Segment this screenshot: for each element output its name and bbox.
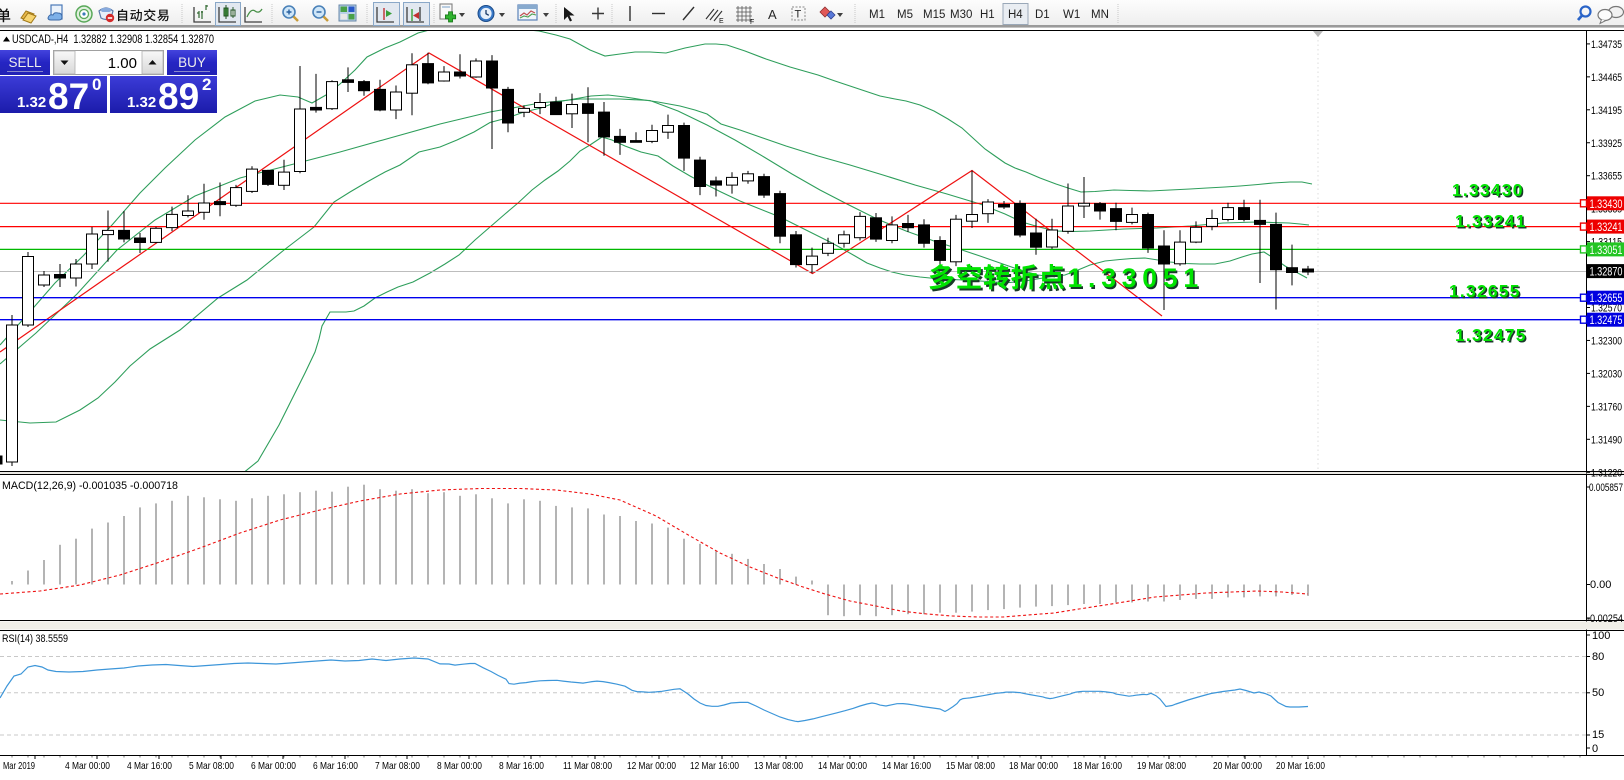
svg-text:1.32655: 1.32655 bbox=[1590, 293, 1623, 305]
svg-text:1.31760: 1.31760 bbox=[1591, 401, 1622, 413]
svg-text:1.32300: 1.32300 bbox=[1591, 335, 1622, 347]
svg-text:Mar 2019: Mar 2019 bbox=[3, 760, 35, 772]
svg-text:1.33051: 1.33051 bbox=[1590, 245, 1623, 257]
svg-text:1.32570: 1.32570 bbox=[1591, 303, 1622, 315]
svg-text:1.33241: 1.33241 bbox=[1457, 213, 1529, 233]
svg-text:7 Mar 08:00: 7 Mar 08:00 bbox=[375, 760, 420, 772]
svg-text:12 Mar 16:00: 12 Mar 16:00 bbox=[690, 760, 739, 772]
svg-text:6 Mar 00:00: 6 Mar 00:00 bbox=[251, 760, 296, 772]
svg-text:20 Mar 00:00: 20 Mar 00:00 bbox=[1213, 760, 1262, 772]
svg-text:1.33241: 1.33241 bbox=[1455, 211, 1527, 231]
svg-text:H4: H4 bbox=[1008, 9, 1023, 21]
svg-text:13 Mar 08:00: 13 Mar 08:00 bbox=[754, 760, 803, 772]
svg-text:8 Mar 16:00: 8 Mar 16:00 bbox=[499, 760, 544, 772]
svg-text:14 Mar 16:00: 14 Mar 16:00 bbox=[882, 760, 931, 772]
svg-text:M1: M1 bbox=[869, 9, 885, 21]
svg-text:F: F bbox=[750, 19, 754, 26]
svg-text:M30: M30 bbox=[950, 9, 972, 21]
svg-text:18 Mar 00:00: 18 Mar 00:00 bbox=[1009, 760, 1058, 772]
svg-text:0: 0 bbox=[92, 75, 101, 94]
svg-text:1.32: 1.32 bbox=[127, 94, 156, 111]
svg-text:1.32475: 1.32475 bbox=[1455, 325, 1527, 345]
svg-text:1.33241: 1.33241 bbox=[1590, 222, 1623, 234]
svg-text:80: 80 bbox=[1592, 651, 1604, 663]
svg-text:1.32030: 1.32030 bbox=[1591, 368, 1622, 380]
svg-text:T: T bbox=[795, 9, 802, 21]
svg-text:M5: M5 bbox=[897, 9, 913, 21]
svg-text:1.33051: 1.33051 bbox=[1068, 263, 1204, 293]
svg-text:1.31490: 1.31490 bbox=[1591, 434, 1622, 446]
svg-text:1.32655: 1.32655 bbox=[1451, 283, 1523, 303]
svg-text:SELL: SELL bbox=[8, 55, 42, 70]
svg-text:1.34465: 1.34465 bbox=[1591, 72, 1622, 84]
svg-text:1.33430: 1.33430 bbox=[1590, 199, 1623, 211]
svg-text:1.33430: 1.33430 bbox=[1452, 180, 1524, 200]
svg-text:0.00: 0.00 bbox=[1590, 579, 1611, 591]
svg-text:5 Mar 08:00: 5 Mar 08:00 bbox=[189, 760, 234, 772]
svg-text:6 Mar 16:00: 6 Mar 16:00 bbox=[313, 760, 358, 772]
svg-text:14 Mar 00:00: 14 Mar 00:00 bbox=[818, 760, 867, 772]
svg-text:1.32655: 1.32655 bbox=[1449, 281, 1521, 301]
svg-text:1.31220: 1.31220 bbox=[1591, 467, 1622, 479]
svg-text:4 Mar 00:00: 4 Mar 00:00 bbox=[65, 760, 110, 772]
svg-text:20 Mar 16:00: 20 Mar 16:00 bbox=[1276, 760, 1325, 772]
svg-text:A: A bbox=[768, 7, 777, 22]
svg-text:18 Mar 16:00: 18 Mar 16:00 bbox=[1073, 760, 1122, 772]
svg-text:4 Mar 16:00: 4 Mar 16:00 bbox=[127, 760, 172, 772]
svg-text:BUY: BUY bbox=[178, 55, 206, 70]
svg-text:M15: M15 bbox=[923, 9, 945, 21]
svg-text:100: 100 bbox=[1592, 630, 1610, 642]
svg-text:1.34195: 1.34195 bbox=[1591, 105, 1622, 117]
svg-text:1.32: 1.32 bbox=[17, 94, 46, 111]
svg-text:50: 50 bbox=[1592, 687, 1604, 699]
svg-text:1.33925: 1.33925 bbox=[1591, 138, 1622, 150]
svg-text:RSI(14) 38.5559: RSI(14) 38.5559 bbox=[2, 633, 68, 645]
svg-text:19 Mar 08:00: 19 Mar 08:00 bbox=[1137, 760, 1186, 772]
svg-text:1.00: 1.00 bbox=[108, 55, 137, 72]
svg-text:0: 0 bbox=[1592, 743, 1598, 755]
svg-text:2: 2 bbox=[202, 75, 211, 94]
svg-text:W1: W1 bbox=[1063, 9, 1080, 21]
svg-text:15: 15 bbox=[1592, 729, 1604, 741]
svg-text:0.005857: 0.005857 bbox=[1589, 482, 1623, 494]
svg-text:12 Mar 00:00: 12 Mar 00:00 bbox=[627, 760, 676, 772]
svg-text:MN: MN bbox=[1091, 9, 1109, 21]
svg-text:1.32475: 1.32475 bbox=[1457, 327, 1529, 347]
svg-text:1.33655: 1.33655 bbox=[1591, 171, 1622, 183]
svg-text:H1: H1 bbox=[980, 9, 995, 21]
svg-text:1.32475: 1.32475 bbox=[1590, 315, 1623, 327]
svg-text:87: 87 bbox=[48, 76, 89, 117]
svg-text:D1: D1 bbox=[1035, 9, 1050, 21]
svg-text:1.34735: 1.34735 bbox=[1591, 39, 1622, 51]
svg-text:15 Mar 08:00: 15 Mar 08:00 bbox=[946, 760, 995, 772]
svg-text:8 Mar 00:00: 8 Mar 00:00 bbox=[437, 760, 482, 772]
svg-text:11 Mar 08:00: 11 Mar 08:00 bbox=[563, 760, 612, 772]
svg-text:89: 89 bbox=[158, 76, 199, 117]
svg-text:1.33430: 1.33430 bbox=[1454, 182, 1526, 202]
svg-text:E: E bbox=[719, 18, 724, 25]
svg-text:USDCAD-,H4 1.32882 1.32908 1.: USDCAD-,H4 1.32882 1.32908 1.32854 1.328… bbox=[12, 34, 214, 46]
svg-text:MACD(12,26,9) -0.001035 -0.000: MACD(12,26,9) -0.001035 -0.000718 bbox=[2, 480, 178, 492]
svg-text:1.32870: 1.32870 bbox=[1590, 267, 1623, 279]
svg-text:-0.00254: -0.00254 bbox=[1587, 613, 1623, 625]
svg-text:1.33051: 1.33051 bbox=[1069, 265, 1205, 295]
